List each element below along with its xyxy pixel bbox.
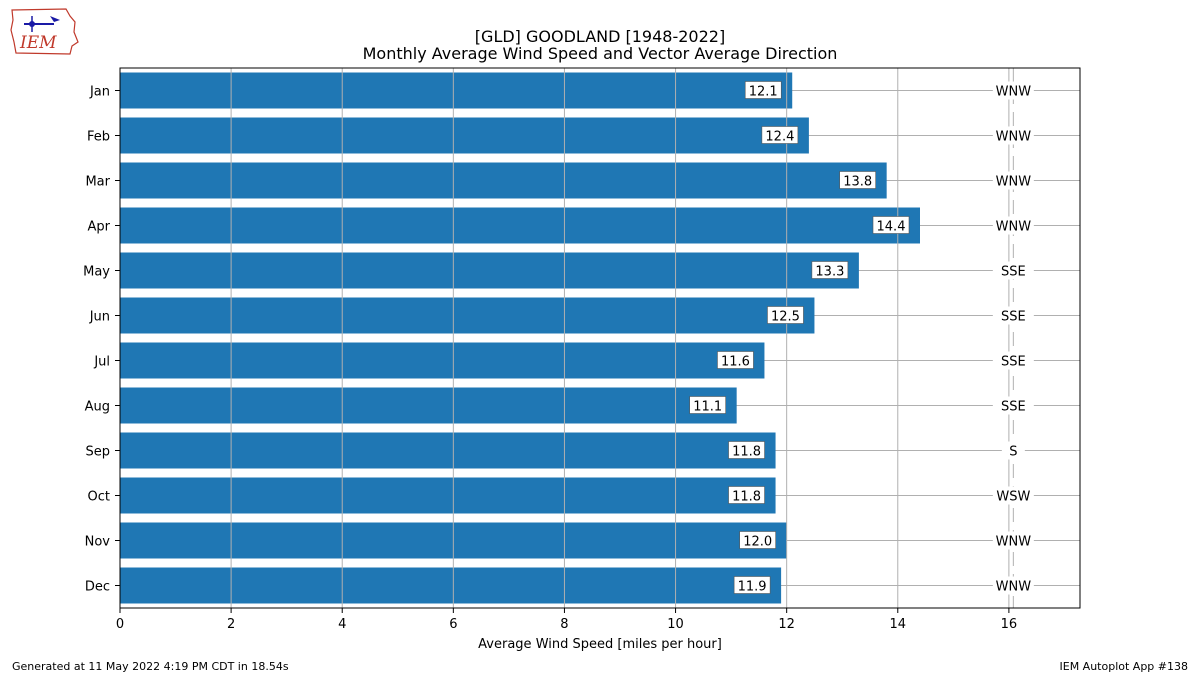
direction-label-box <box>992 216 1034 235</box>
chart-title: [GLD] GOODLAND [1948-2022] <box>475 27 725 46</box>
value-label-box <box>739 531 776 549</box>
x-tick-label: 12 <box>778 617 795 632</box>
value-label-box <box>717 351 754 369</box>
value-label: 13.8 <box>843 175 872 190</box>
direction-label-box <box>992 576 1034 595</box>
direction-label-box <box>992 486 1034 505</box>
bar-may <box>120 252 859 289</box>
direction-label-box <box>1001 441 1025 460</box>
y-tick-label-aug: Aug <box>85 400 110 415</box>
direction-label: WNW <box>996 535 1032 550</box>
direction-label: SSE <box>1001 400 1026 415</box>
direction-label: WNW <box>996 580 1032 595</box>
direction-label-box <box>992 396 1034 415</box>
x-tick-label: 10 <box>667 617 684 632</box>
direction-label: WNW <box>996 175 1032 190</box>
bar-feb <box>120 117 809 154</box>
bar-dec <box>120 567 782 604</box>
labels-layer: 12.1 12.4 13.8 14.4 13.3 12.5 11.6 11.1 11.8 11.8… <box>119 68 1034 608</box>
bar-jun <box>120 297 815 334</box>
bar-aug <box>120 387 737 424</box>
y-tick-label-dec: Dec <box>85 580 110 595</box>
value-label: 14.4 <box>877 220 906 235</box>
x-tick-label: 8 <box>560 617 568 632</box>
value-label: 13.3 <box>815 265 844 280</box>
direction-label: SSE <box>1001 265 1026 280</box>
bar-jan <box>120 72 793 109</box>
value-label-box <box>839 171 876 189</box>
y-tick-label-oct: Oct <box>88 490 110 505</box>
value-label-box <box>811 261 849 279</box>
direction-label: S <box>1009 445 1017 460</box>
footer-generated-text: Generated at 11 May 2022 4:19 PM CDT in … <box>12 660 289 673</box>
value-label: 12.4 <box>765 130 794 145</box>
bar-sep <box>120 432 776 469</box>
value-label-box <box>761 126 799 144</box>
bar-jul <box>120 342 765 379</box>
x-tick-label: 0 <box>116 617 124 632</box>
iem-logo: IEM <box>10 8 79 55</box>
value-label-box <box>728 486 765 504</box>
x-tick-label: 4 <box>338 617 346 632</box>
y-tick-label-jul: Jul <box>93 355 110 370</box>
value-label: 11.8 <box>732 445 761 460</box>
value-label: 12.5 <box>771 310 800 325</box>
direction-label-box <box>992 81 1034 100</box>
plot-frame <box>119 67 1081 609</box>
y-tick-label-feb: Feb <box>87 130 110 145</box>
direction-label-box <box>992 351 1034 370</box>
value-label: 11.9 <box>738 580 767 595</box>
direction-label: WNW <box>996 130 1032 145</box>
y-tick-label-sep: Sep <box>85 445 110 460</box>
x-tick-label: 2 <box>227 617 235 632</box>
value-label: 11.6 <box>721 355 750 370</box>
value-label-box <box>767 306 804 324</box>
value-label-box <box>728 441 765 459</box>
iowa-outline-icon <box>10 8 79 55</box>
y-tick-label-apr: Apr <box>88 220 111 235</box>
x-axis-label: Average Wind Speed [miles per hour] <box>478 637 722 652</box>
direction-label-box <box>992 126 1034 145</box>
x-tick-label: 16 <box>1001 617 1018 632</box>
direction-label: WNW <box>996 220 1032 235</box>
value-label: 12.0 <box>743 535 772 550</box>
direction-label: WNW <box>996 85 1032 100</box>
direction-label: WSW <box>996 490 1030 505</box>
x-tick-label: 14 <box>890 617 907 632</box>
value-label-box <box>689 396 726 414</box>
value-label: 12.1 <box>749 85 778 100</box>
value-label-box <box>733 576 771 594</box>
axes-layer: 0 2 4 6 8 10 12 14 16 Jan Feb Mar Apr May Jun Jul Aug Sep… <box>83 85 1017 633</box>
bar-apr <box>120 207 920 244</box>
y-tick-label-nov: Nov <box>85 535 111 550</box>
direction-label-box <box>992 306 1034 325</box>
x-tick-label: 6 <box>449 617 457 632</box>
value-label-box <box>744 81 782 99</box>
value-label: 11.8 <box>732 490 761 505</box>
logo-text: IEM <box>19 33 57 53</box>
bars-layer <box>120 72 920 604</box>
value-label: 11.1 <box>693 400 722 415</box>
bar-oct <box>120 477 776 514</box>
y-tick-label-mar: Mar <box>85 175 110 190</box>
y-tick-label-jan: Jan <box>89 85 110 100</box>
direction-label-box <box>992 531 1034 550</box>
direction-label-box <box>992 171 1034 190</box>
direction-label: SSE <box>1001 310 1026 325</box>
value-label-box <box>872 216 910 234</box>
bar-mar <box>120 162 887 199</box>
chart-subtitle: Monthly Average Wind Speed and Vector Av… <box>363 44 838 63</box>
direction-label-box <box>992 261 1034 280</box>
y-tick-label-jun: Jun <box>89 310 110 325</box>
y-tick-label-may: May <box>83 265 110 280</box>
direction-label: SSE <box>1001 355 1026 370</box>
footer-app-text: IEM Autoplot App #138 <box>1059 660 1189 673</box>
